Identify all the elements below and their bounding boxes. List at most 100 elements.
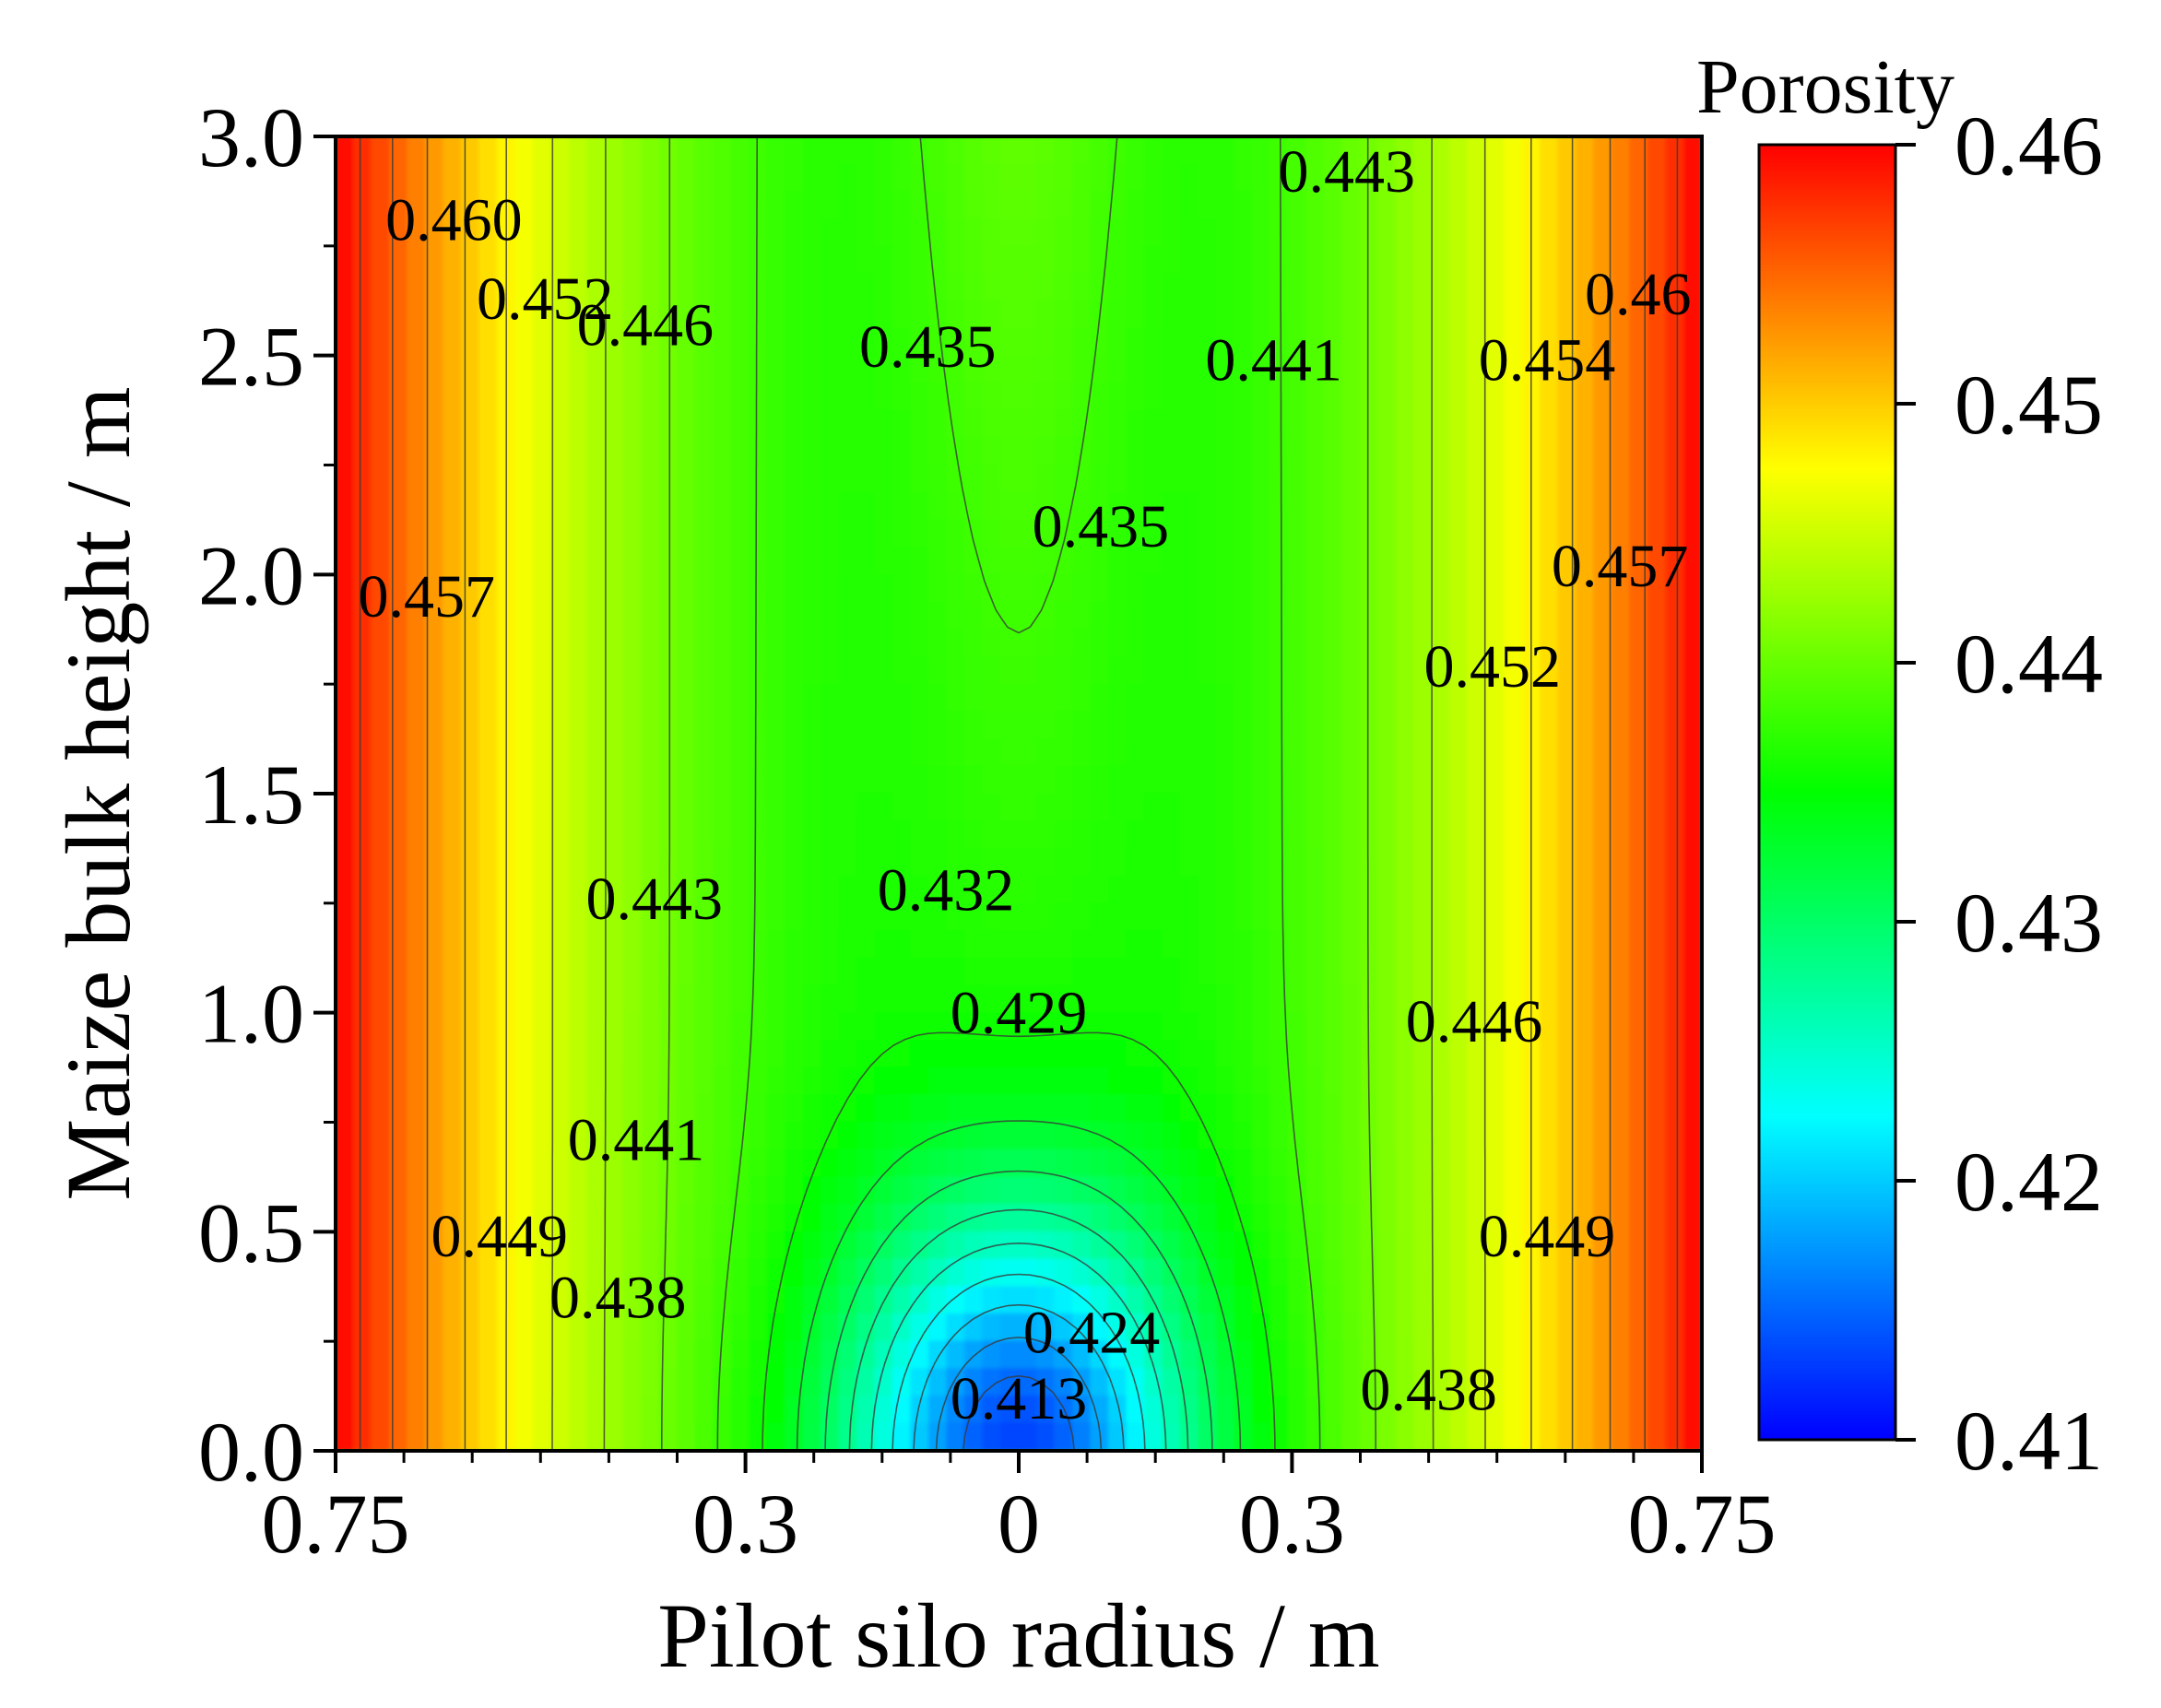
heatmap-cell — [568, 1121, 588, 1150]
heatmap-cell — [1018, 409, 1038, 439]
heatmap-cell — [604, 1066, 624, 1096]
heatmap-cell — [460, 355, 480, 383]
heatmap-cell — [1341, 902, 1362, 932]
heatmap-cell — [856, 929, 876, 959]
heatmap-cell — [1611, 136, 1631, 165]
heatmap-cell — [999, 519, 1020, 548]
heatmap-cell — [1377, 573, 1398, 603]
heatmap-cell — [1683, 190, 1702, 219]
heatmap-cell — [1377, 464, 1398, 493]
heatmap-cell — [514, 519, 535, 548]
heatmap-cell — [352, 136, 372, 165]
heatmap-cell — [802, 1368, 822, 1397]
heatmap-cell — [766, 1231, 786, 1260]
heatmap-cell — [443, 163, 463, 193]
heatmap-cell — [1647, 409, 1667, 439]
heatmap-cell — [1503, 984, 1523, 1014]
heatmap-cell — [640, 1066, 660, 1096]
heatmap-cell — [1683, 655, 1702, 685]
heatmap-cell — [1647, 629, 1667, 658]
heatmap-cell — [568, 573, 588, 603]
heatmap-cell — [1090, 190, 1110, 219]
heatmap-cell — [532, 437, 552, 466]
heatmap-cell — [1179, 1231, 1199, 1260]
heatmap-cell — [1359, 1313, 1379, 1342]
heatmap-cell — [1431, 1094, 1451, 1124]
heatmap-cell — [1234, 245, 1254, 275]
heatmap-cell — [1377, 1286, 1398, 1315]
heatmap-cell — [874, 245, 894, 275]
heatmap-cell — [407, 601, 427, 630]
heatmap-cell — [550, 245, 571, 275]
heatmap-cell — [748, 190, 768, 219]
heatmap-cell — [443, 1012, 463, 1041]
heatmap-cell — [712, 190, 732, 219]
heatmap-cell — [1269, 491, 1290, 521]
heatmap-cell — [730, 547, 750, 575]
heatmap-cell — [407, 1176, 427, 1206]
heatmap-cell — [388, 683, 408, 713]
heatmap-cell — [1395, 1395, 1415, 1424]
heatmap-cell — [622, 1148, 643, 1178]
heatmap-cell — [1575, 984, 1595, 1014]
contour-label: 0.424 — [1023, 1300, 1161, 1367]
heatmap-cell — [622, 190, 643, 219]
heatmap-cell — [838, 1094, 858, 1124]
heatmap-cell — [820, 355, 840, 383]
heatmap-cell — [1287, 601, 1307, 630]
heatmap-cell — [1323, 957, 1343, 986]
heatmap-cell — [748, 984, 768, 1014]
heatmap-cell — [1467, 737, 1487, 767]
heatmap-cell — [1054, 1094, 1074, 1124]
heatmap-cell — [514, 573, 535, 603]
heatmap-cell — [1575, 1422, 1595, 1451]
heatmap-cell — [532, 1368, 552, 1397]
heatmap-cell — [1090, 1231, 1110, 1260]
heatmap-cell — [352, 190, 372, 219]
heatmap-cell — [1485, 1422, 1506, 1451]
heatmap-cell — [478, 655, 499, 685]
heatmap-cell — [1485, 847, 1506, 877]
heatmap-cell — [1449, 218, 1470, 247]
heatmap-cell — [1539, 1121, 1559, 1150]
heatmap-cell — [1593, 491, 1613, 521]
heatmap-cell — [586, 163, 607, 193]
heatmap-cell — [1018, 573, 1038, 603]
heatmap-cell — [1018, 491, 1038, 521]
heatmap-cell — [1071, 1121, 1092, 1150]
heatmap-cell — [336, 1204, 355, 1232]
heatmap-cell — [1413, 382, 1434, 411]
heatmap-cell — [820, 1286, 840, 1315]
heatmap-cell — [1198, 1313, 1218, 1342]
heatmap-cell — [622, 957, 643, 986]
heatmap-cell — [1054, 683, 1074, 713]
heatmap-cell — [1341, 1340, 1362, 1370]
heatmap-cell — [514, 1368, 535, 1397]
heatmap-cell — [532, 601, 552, 630]
heatmap-cell — [1467, 1204, 1487, 1232]
heatmap-cell — [604, 820, 624, 850]
heatmap-cell — [1305, 629, 1326, 658]
heatmap-cell — [766, 300, 786, 329]
heatmap-cell — [1575, 1148, 1595, 1178]
heatmap-cell — [1323, 765, 1343, 795]
heatmap-cell — [424, 957, 444, 986]
heatmap-cell — [999, 683, 1020, 713]
heatmap-cell — [1431, 601, 1451, 630]
heatmap-cell — [1449, 1204, 1470, 1232]
heatmap-cell — [586, 847, 607, 877]
heatmap-cell — [443, 957, 463, 986]
heatmap-cell — [1647, 519, 1667, 548]
heatmap-cell — [371, 984, 391, 1014]
heatmap-cell — [856, 957, 876, 986]
heatmap-cell — [550, 1148, 571, 1178]
heatmap-cell — [1485, 629, 1506, 658]
heatmap-cell — [910, 1148, 930, 1178]
heatmap-cell — [927, 1066, 948, 1096]
heatmap-cell — [748, 601, 768, 630]
heatmap-cell — [443, 190, 463, 219]
contour-line — [392, 136, 1646, 1451]
heatmap-cell — [856, 1012, 876, 1041]
heatmap-cell — [1431, 437, 1451, 466]
heatmap-cell — [1395, 1340, 1415, 1370]
